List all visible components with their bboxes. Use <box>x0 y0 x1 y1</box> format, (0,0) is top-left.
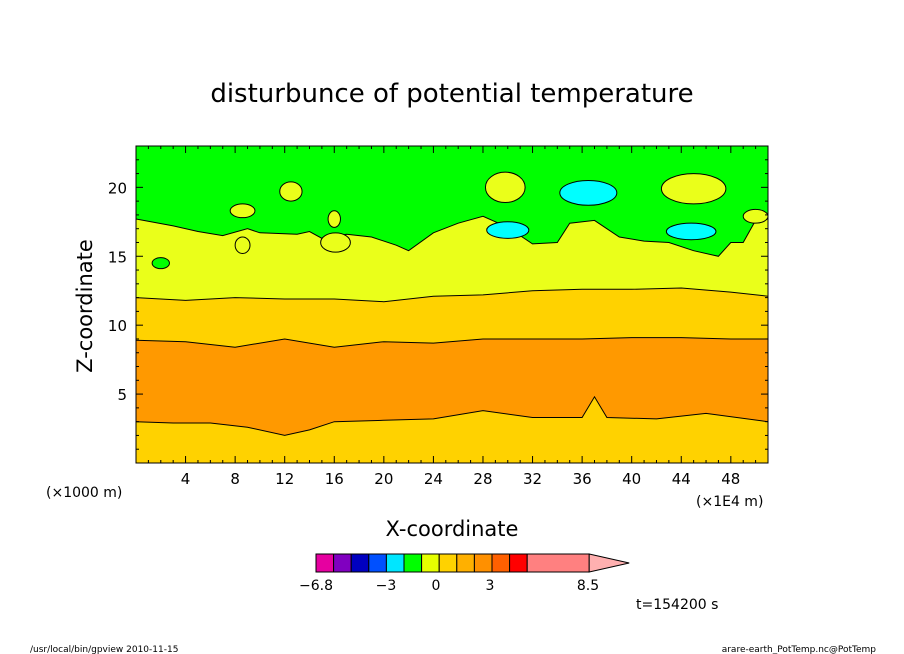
contour-fills <box>136 146 768 463</box>
x-tick-label: 40 <box>622 470 641 488</box>
colorbar-label: 0 <box>432 578 441 594</box>
colorbar-label: 3 <box>486 578 495 594</box>
colorbar-label: 8.5 <box>577 578 599 594</box>
colorbar: −6.8 −3 0 3 8.5 <box>299 553 630 594</box>
contour-line-c-upper <box>136 287 768 303</box>
plot-area <box>135 145 769 464</box>
contour-island-11 <box>665 222 717 241</box>
x-tick-label: 36 <box>573 470 592 488</box>
x-tick-label: 44 <box>672 470 691 488</box>
contour-line-c-low <box>136 395 768 436</box>
footer-right: arare-earth_PotTemp.nc@PotTemp <box>722 645 877 654</box>
colorbar-swatch <box>473 553 493 573</box>
y-tick-label: 5 <box>117 386 127 404</box>
contour-island-1 <box>151 257 170 270</box>
contour-island-9 <box>559 179 618 206</box>
time-label: t=154200 s <box>636 597 718 613</box>
contour-island-5 <box>327 210 341 228</box>
x-tick-label: 24 <box>424 470 443 488</box>
contour-island-8 <box>486 221 530 239</box>
x-tick-label: 8 <box>230 470 240 488</box>
x-tick-labels: 4 8 12 16 20 24 28 32 36 40 44 48 <box>147 146 757 488</box>
contour-island-12 <box>742 208 768 224</box>
contour-island-6 <box>320 232 351 253</box>
y-tick-labels: 5 10 15 20 <box>108 159 768 450</box>
colorbar-swatch <box>368 553 387 573</box>
y-tick-label: 20 <box>108 179 127 197</box>
colorbar-swatch <box>333 553 352 573</box>
colorbar-swatch <box>421 553 440 573</box>
contour-island-3 <box>279 181 303 202</box>
colorbar-arrow <box>588 553 630 573</box>
x-tick-label: 4 <box>181 470 191 488</box>
y-tick-label: 10 <box>108 317 127 335</box>
chart-title: disturbunce of potential temperature <box>210 79 693 109</box>
colorbar-swatch <box>315 553 335 573</box>
contour-island-7 <box>484 171 526 204</box>
colorbar-label: −6.8 <box>299 578 333 594</box>
colorbar-label: −3 <box>376 578 397 594</box>
colorbar-swatch <box>350 553 370 573</box>
x-tick-label: 12 <box>275 470 294 488</box>
colorbar-swatch <box>438 553 458 573</box>
plot-frame <box>135 145 769 464</box>
contour-line-c-top <box>136 215 768 257</box>
colorbar-swatch <box>456 553 475 573</box>
contour-line-c-mid <box>136 337 768 348</box>
contour-island-4 <box>234 236 251 255</box>
colorbar-swatch <box>526 553 590 573</box>
colorbar-swatch <box>491 553 511 573</box>
band-green <box>136 146 768 257</box>
x-axis-label: X-coordinate <box>386 517 519 541</box>
colorbar-swatch <box>509 553 528 573</box>
x-tick-label: 28 <box>473 470 492 488</box>
x-tick-label: 16 <box>325 470 344 488</box>
y-axis-label: Z-coordinate <box>73 239 97 373</box>
x-unit-left: (×1000 m) <box>46 485 122 501</box>
contour-island-2 <box>229 203 256 219</box>
x-tick-label: 20 <box>374 470 393 488</box>
y-tick-label: 15 <box>108 248 127 266</box>
colorbar-swatch <box>385 553 405 573</box>
contour-island-10 <box>660 173 727 205</box>
x-tick-label: 32 <box>523 470 542 488</box>
colorbar-swatch <box>403 553 423 573</box>
x-tick-label: 48 <box>721 470 740 488</box>
x-unit-right: (×1E4 m) <box>696 494 763 510</box>
footer-left: /usr/local/bin/gpview 2010-11-15 <box>30 645 178 654</box>
